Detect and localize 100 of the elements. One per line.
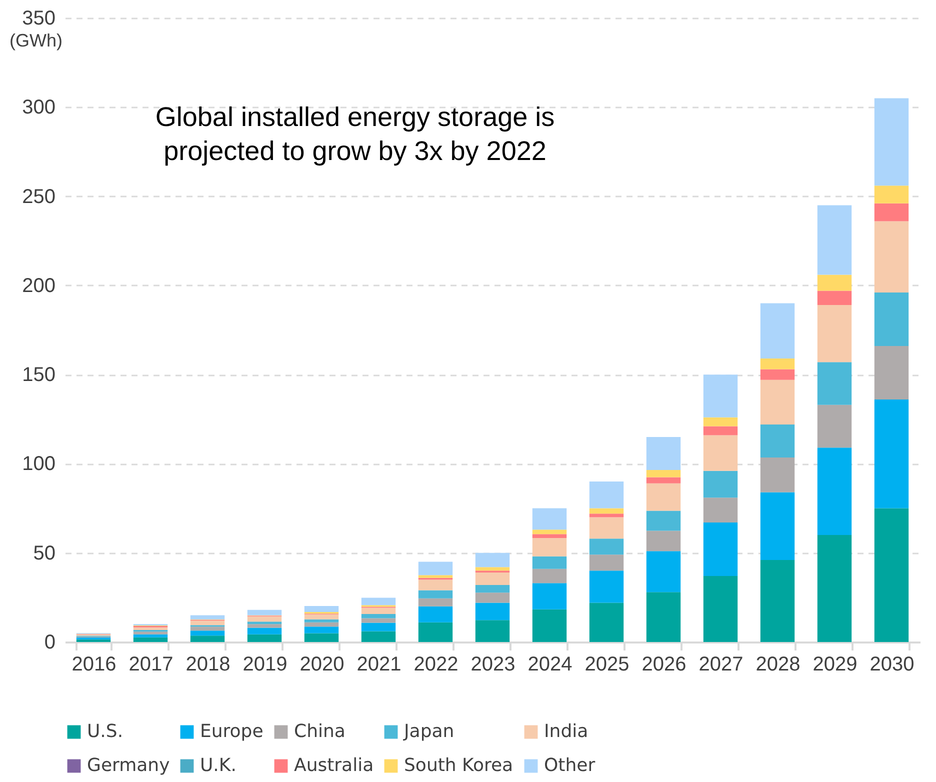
y-tick-label: 300: [22, 96, 56, 119]
x-tick-label: 2025: [584, 654, 630, 676]
y-tick-label: 250: [22, 186, 56, 208]
bar: [190, 626, 225, 631]
bar: [646, 510, 681, 531]
bar: [247, 616, 282, 622]
bar: [532, 530, 567, 534]
bar: [817, 535, 852, 642]
bar: [646, 470, 681, 478]
bar: [76, 639, 111, 642]
bar: [817, 404, 852, 448]
bar: [817, 448, 852, 536]
bar: [874, 508, 909, 642]
bar: [760, 358, 795, 370]
bar: [874, 186, 909, 204]
bar: [190, 636, 225, 642]
x-tick-label: 2020: [300, 654, 344, 676]
bar: [532, 508, 567, 530]
bar: [190, 615, 225, 620]
bar: [532, 568, 567, 584]
bar: [703, 417, 738, 426]
bar: [475, 592, 510, 603]
x-tick-label: 2016: [72, 654, 116, 676]
bar: [760, 424, 795, 458]
bar: [475, 552, 510, 568]
bar: [817, 205, 852, 275]
bar: [646, 483, 681, 511]
bar: [874, 221, 909, 293]
bar: [190, 620, 225, 626]
bar: [304, 619, 339, 622]
bar: [589, 602, 624, 642]
bar: [361, 598, 396, 606]
annotation: Global installed energy storage is projected to grow by 3x by 2022: [155, 102, 555, 166]
bar: [304, 622, 339, 627]
bar: [703, 522, 738, 576]
bar: [475, 584, 510, 593]
bar: [418, 580, 453, 590]
bar: [475, 572, 510, 585]
x-tick-label: 2022: [414, 654, 458, 676]
bar: [247, 634, 282, 642]
bar: [760, 369, 795, 380]
bar: [646, 477, 681, 484]
legend-label: Germany: [87, 755, 170, 776]
bar: [133, 632, 168, 634]
bar: [304, 614, 339, 620]
bar: [589, 554, 624, 571]
bar: [475, 602, 510, 620]
x-tick-label: 2028: [756, 654, 800, 676]
bar: [532, 583, 567, 610]
legend-label: South Korea: [404, 755, 514, 776]
bar: [874, 98, 909, 186]
bar: [304, 626, 339, 634]
x-tick-label: 2026: [642, 654, 686, 676]
bar: [874, 292, 909, 346]
bar: [817, 305, 852, 362]
bar: [475, 620, 510, 642]
bar: [760, 303, 795, 359]
y-tick-label: 0: [44, 632, 56, 654]
bar: [703, 374, 738, 418]
bar: [589, 517, 624, 539]
bar: [589, 514, 624, 518]
bar: [304, 606, 339, 612]
y-tick-label: 350: [22, 8, 56, 30]
bar: [361, 614, 396, 618]
bar: [190, 630, 225, 636]
bar: [361, 631, 396, 642]
bar: [760, 457, 795, 492]
bar: [475, 567, 510, 571]
bar: [247, 610, 282, 616]
bar: [247, 622, 282, 624]
y-tick-label: 150: [22, 364, 56, 386]
legend-label: India: [544, 721, 588, 742]
bar: [361, 622, 396, 632]
y-tick-label: 50: [33, 542, 56, 564]
legend-label: Japan: [403, 721, 454, 742]
bar: [304, 633, 339, 642]
bar: [874, 203, 909, 222]
bar: [874, 400, 909, 508]
x-tick-label: 2027: [698, 654, 744, 676]
bar: [817, 274, 852, 291]
x-tick-label: 2029: [812, 654, 858, 676]
y-tick-label: 100: [22, 453, 56, 476]
bar: [646, 592, 681, 642]
bar: [133, 627, 168, 630]
bar: [532, 556, 567, 569]
bar: [817, 362, 852, 405]
legend-label: Europe: [200, 721, 264, 742]
bar: [703, 576, 738, 642]
legend-label: China: [294, 721, 346, 742]
bar: [589, 538, 624, 555]
bar: [646, 530, 681, 552]
x-tick-label: 2024: [528, 654, 572, 676]
bar: [646, 551, 681, 592]
bar: [532, 534, 567, 538]
bar: [418, 598, 453, 606]
bar: [589, 482, 624, 508]
bar: [247, 628, 282, 634]
bar: [418, 562, 453, 576]
bar: [418, 590, 453, 598]
bar: [532, 609, 567, 642]
